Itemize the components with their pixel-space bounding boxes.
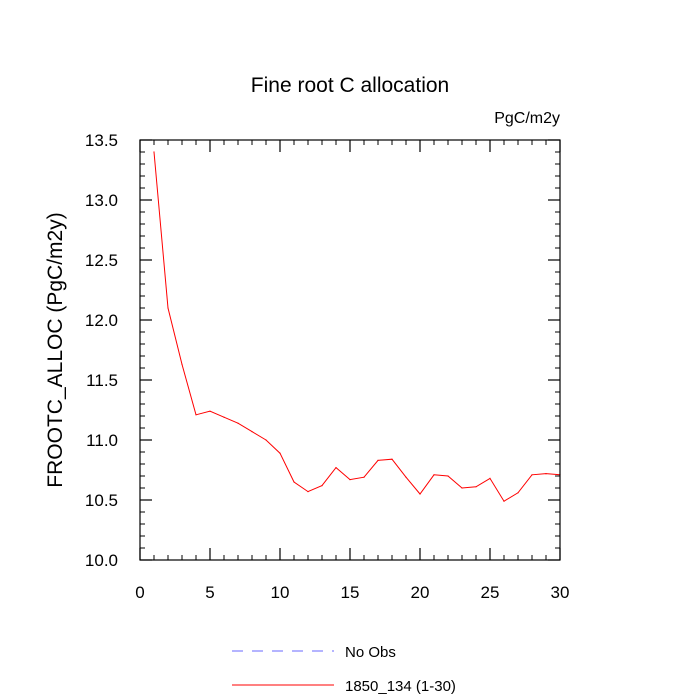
series-line	[153, 151, 561, 502]
y-tick-label: 11.5	[86, 371, 118, 390]
data-point	[517, 492, 519, 494]
data-point	[181, 363, 183, 365]
data-point	[405, 476, 407, 478]
data-point	[335, 467, 337, 469]
data-point	[475, 486, 477, 488]
legend: No Obs 1850_134 (1-30)	[232, 644, 456, 695]
y-tick-label: 13.5	[85, 131, 118, 150]
data-point	[209, 410, 211, 412]
major-ticks	[139, 139, 561, 561]
data-point	[321, 485, 323, 487]
chart-title: Fine root C allocation	[251, 74, 449, 97]
data-point	[293, 481, 295, 483]
x-tick-label: 25	[481, 583, 500, 602]
data-point	[307, 491, 309, 493]
x-tick-label: 10	[271, 583, 290, 602]
tick-labels: 0 5 10 15 20 25 30 10.0 10.5 11.0 11.5 12.0 12.5 13.0…	[85, 131, 570, 602]
data-point	[447, 475, 449, 477]
x-tick-label: 0	[135, 583, 144, 602]
data-point	[419, 493, 421, 495]
data-point	[237, 422, 239, 424]
data-point	[391, 458, 393, 460]
data-point	[223, 416, 225, 418]
minor-ticks	[140, 140, 560, 560]
y-tick-label: 10.0	[85, 551, 118, 570]
x-tick-label: 30	[551, 583, 570, 602]
y-tick-label: 12.0	[85, 311, 118, 330]
data-point	[461, 487, 463, 489]
data-point	[363, 476, 365, 478]
data-point	[489, 477, 491, 479]
data-point	[377, 459, 379, 461]
data-point	[531, 474, 533, 476]
data-point	[433, 474, 435, 476]
y-tick-label: 11.0	[86, 431, 118, 450]
y-axis-label: FROOTC_ALLOC (PgC/m2y)	[44, 212, 67, 487]
data-point	[503, 500, 505, 502]
legend-label: 1850_134 (1-30)	[345, 678, 456, 695]
data-point	[265, 439, 267, 441]
legend-label: No Obs	[345, 644, 396, 661]
data-point	[349, 479, 351, 481]
data-point	[279, 452, 281, 454]
x-tick-label: 5	[205, 583, 214, 602]
data-point	[153, 151, 155, 153]
series-layer	[153, 151, 561, 502]
data-point	[545, 473, 547, 475]
data-point	[251, 431, 253, 433]
data-point	[167, 307, 169, 309]
plot-frame	[139, 139, 561, 561]
units-label: PgC/m2y	[494, 110, 560, 127]
y-tick-label: 10.5	[85, 491, 118, 510]
y-tick-label: 13.0	[85, 191, 118, 210]
x-tick-label: 20	[411, 583, 430, 602]
y-tick-label: 12.5	[85, 251, 118, 270]
data-point	[195, 414, 197, 416]
x-tick-label: 15	[341, 583, 360, 602]
